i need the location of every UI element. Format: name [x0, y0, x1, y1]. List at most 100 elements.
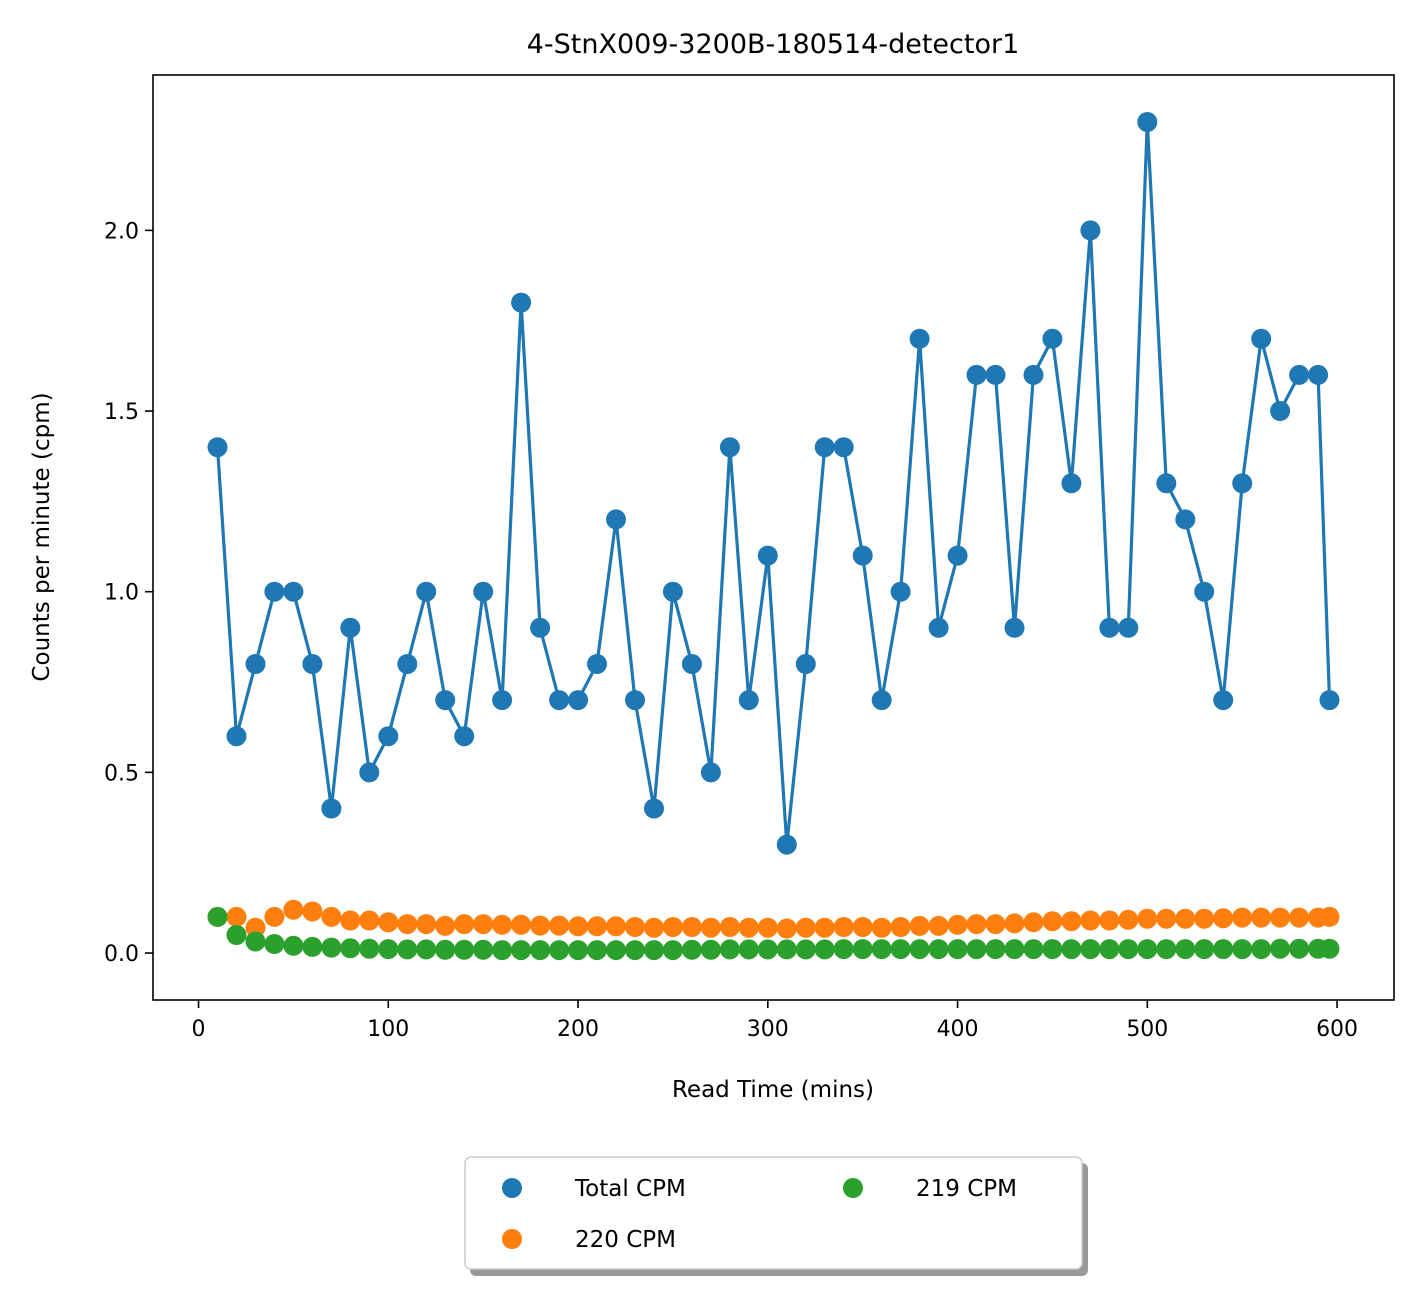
data-point: [530, 940, 551, 961]
data-point: [1319, 690, 1340, 711]
data-point: [1270, 938, 1291, 959]
data-point: [776, 939, 797, 960]
y-tick-label: 0.5: [104, 761, 139, 786]
data-point: [283, 581, 304, 602]
data-point: [1042, 911, 1063, 932]
y-tick-label: 0.0: [104, 942, 139, 967]
data-point: [1042, 328, 1063, 349]
data-point: [1061, 939, 1082, 960]
x-tick-label: 200: [557, 1017, 599, 1042]
data-point: [568, 916, 589, 937]
data-point: [226, 906, 247, 927]
series-layer: [207, 112, 1340, 961]
data-point: [738, 690, 759, 711]
data-point: [606, 916, 626, 937]
data-point: [814, 437, 835, 458]
data-point: [492, 914, 513, 935]
data-point: [1137, 908, 1158, 929]
data-point: [852, 939, 873, 960]
data-point: [966, 364, 987, 385]
data-point: [587, 940, 607, 961]
data-point: [264, 581, 285, 602]
data-point: [909, 939, 930, 960]
data-point: [1175, 908, 1196, 929]
data-point: [264, 934, 285, 954]
data-point: [511, 914, 532, 935]
data-point: [359, 762, 380, 783]
data-point: [511, 292, 532, 313]
data-point: [1251, 328, 1272, 349]
data-point: [757, 917, 778, 938]
data-point: [644, 798, 664, 819]
legend-frame: [464, 1156, 1083, 1270]
data-point: [1251, 939, 1272, 960]
data-point: [397, 914, 418, 935]
data-point: [264, 906, 285, 927]
data-point: [435, 690, 456, 711]
x-tick-label: 500: [1126, 1017, 1168, 1042]
data-point: [1118, 909, 1139, 930]
data-point: [1194, 939, 1215, 960]
data-point: [321, 937, 342, 958]
y-tick-label: 2.0: [104, 219, 139, 244]
x-tick-label: 300: [747, 1017, 789, 1042]
data-point: [1289, 364, 1310, 385]
x-tick-label: 600: [1316, 1017, 1358, 1042]
data-point: [625, 690, 645, 711]
data-point: [1118, 939, 1139, 960]
data-point: [700, 917, 721, 938]
data-point: [435, 915, 456, 936]
data-point: [1061, 473, 1082, 494]
data-point: [1270, 401, 1291, 421]
legend-marker-220-cpm: [502, 1229, 522, 1249]
data-point: [492, 690, 513, 711]
data-point: [1061, 911, 1082, 932]
data-point: [1213, 939, 1234, 960]
data-point: [245, 917, 266, 938]
data-point: [757, 545, 778, 566]
data-point: [776, 834, 797, 855]
data-point: [966, 914, 987, 935]
data-point: [1156, 939, 1177, 960]
data-point: [1232, 939, 1253, 960]
data-point: [700, 762, 721, 783]
data-point: [871, 690, 892, 711]
data-point: [587, 916, 607, 937]
data-point: [302, 654, 323, 674]
plot-area-frame: [152, 74, 1395, 1001]
data-point: [1194, 908, 1215, 929]
data-point: [1004, 913, 1025, 934]
data-point: [644, 917, 664, 938]
data-point: [454, 914, 475, 935]
data-point: [1319, 906, 1340, 927]
data-point: [1137, 112, 1158, 132]
data-point: [397, 654, 418, 674]
x-tick-label: 0: [192, 1017, 206, 1042]
data-point: [473, 939, 494, 960]
data-point: [985, 364, 1006, 385]
data-point: [1270, 907, 1291, 928]
data-point: [985, 914, 1006, 935]
data-point: [681, 917, 702, 937]
data-point: [625, 940, 645, 961]
data-point: [738, 939, 759, 960]
data-point: [549, 940, 570, 961]
data-point: [606, 509, 626, 530]
x-tick-label: 100: [367, 1017, 409, 1042]
data-point: [530, 617, 551, 638]
data-point: [1156, 473, 1177, 494]
data-point: [606, 940, 626, 961]
data-point: [1080, 939, 1101, 960]
data-point: [890, 917, 911, 937]
data-point: [795, 917, 816, 938]
data-point: [416, 939, 437, 960]
series-220-cpm: [207, 899, 1340, 939]
y-tick-label: 1.5: [104, 400, 139, 425]
data-point: [340, 938, 361, 959]
data-point: [985, 939, 1006, 960]
data-point: [549, 690, 570, 711]
data-point: [871, 939, 892, 960]
data-point: [1099, 939, 1120, 960]
